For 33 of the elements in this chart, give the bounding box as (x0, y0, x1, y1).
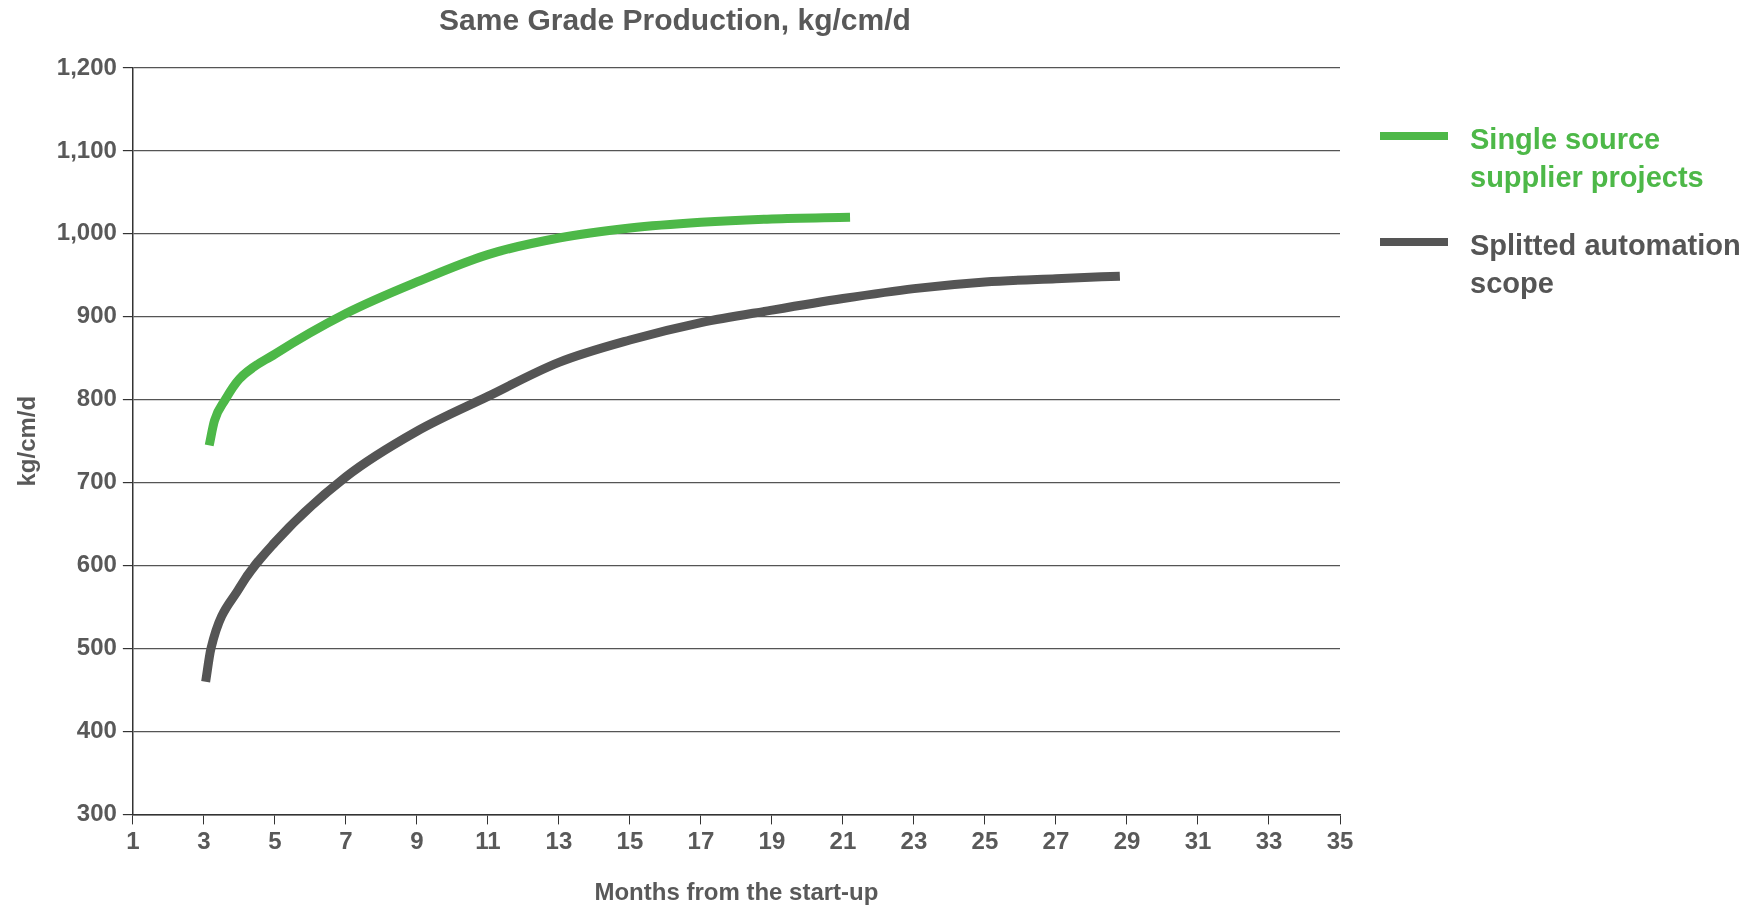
y-tick-label: 800 (76, 384, 117, 412)
x-tick-label: 27 (1042, 827, 1070, 855)
y-tick-label: 900 (76, 301, 117, 329)
x-tick-label: 25 (971, 827, 999, 855)
x-tick-label: 23 (900, 827, 928, 855)
x-tick-label: 7 (339, 827, 353, 855)
x-tick-label: 19 (758, 827, 786, 855)
legend-label: Single source supplier projects (1470, 122, 1705, 195)
x-tick-label: 29 (1113, 827, 1141, 855)
y-axis-title: kg/cm/d (13, 395, 41, 487)
y-tick-label: 600 (76, 550, 117, 578)
legend-label: Splitted automation scope (1470, 228, 1742, 301)
y-tick-label: 700 (76, 467, 117, 495)
x-tick-label: 33 (1255, 827, 1283, 855)
x-tick-label: 1 (126, 827, 140, 855)
y-tick-label: 300 (76, 799, 117, 827)
y-tick-label: 500 (76, 633, 117, 661)
y-tick-label: 1,100 (56, 135, 117, 163)
x-tick-label: 31 (1184, 827, 1212, 855)
y-tick-label: 1,000 (56, 218, 117, 246)
x-tick-label: 17 (687, 827, 715, 855)
x-tick-label: 11 (475, 827, 501, 855)
x-axis-title: Months from the start-up (594, 878, 879, 906)
x-tick-label: 3 (197, 827, 211, 855)
chart-title: Same Grade Production, kg/cm/d (439, 3, 911, 37)
x-tick-label: 21 (829, 827, 857, 855)
x-tick-label: 15 (616, 827, 644, 855)
x-tick-label: 9 (410, 827, 424, 855)
y-tick-label: 400 (76, 716, 117, 744)
x-tick-label: 35 (1326, 827, 1354, 855)
x-tick-label: 13 (545, 827, 573, 855)
x-tick-label: 5 (268, 827, 282, 855)
y-tick-label: 1,200 (56, 52, 117, 80)
